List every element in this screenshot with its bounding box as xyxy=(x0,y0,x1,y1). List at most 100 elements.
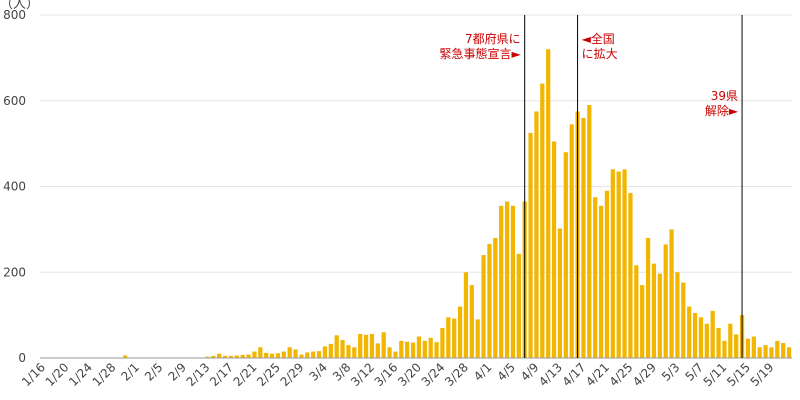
bar xyxy=(669,229,674,358)
x-tick-label: 5/3 xyxy=(659,360,683,384)
bar xyxy=(305,352,310,358)
bar xyxy=(786,347,792,358)
bar xyxy=(281,351,286,358)
bar xyxy=(716,327,721,358)
bar xyxy=(551,141,557,358)
bar xyxy=(434,342,439,358)
bar xyxy=(311,351,316,358)
bar xyxy=(264,352,269,358)
bar xyxy=(598,205,604,358)
bar xyxy=(563,152,568,358)
bar xyxy=(775,340,780,358)
bar xyxy=(234,355,239,358)
gridlines xyxy=(40,14,792,273)
bar xyxy=(293,349,298,358)
event-annotation: 緊急事態宣言► xyxy=(439,46,521,61)
bar xyxy=(604,190,610,358)
x-tick-label: 3/28 xyxy=(442,360,471,389)
bar xyxy=(616,171,621,358)
bar xyxy=(640,285,645,358)
x-tick-label: 2/1 xyxy=(119,360,143,384)
bar xyxy=(534,111,539,358)
bar xyxy=(499,205,504,358)
event-annotation: に拡大 xyxy=(582,47,618,61)
bar xyxy=(240,354,245,358)
x-tick-label: 1/20 xyxy=(43,360,72,389)
bar xyxy=(781,342,786,358)
bar xyxy=(728,323,733,358)
bar xyxy=(363,334,369,358)
bar xyxy=(328,343,333,358)
bar xyxy=(692,312,698,358)
bar xyxy=(769,347,774,358)
bar xyxy=(358,333,363,358)
bar xyxy=(463,272,469,358)
bar xyxy=(504,201,510,358)
bar xyxy=(587,105,592,358)
x-tick-label: 3/4 xyxy=(307,360,331,384)
x-tick-label: 4/29 xyxy=(630,360,659,389)
x-tick-label: 2/5 xyxy=(142,360,166,384)
bar xyxy=(763,345,768,358)
bar xyxy=(516,253,521,358)
x-tick-label: 5/19 xyxy=(748,360,777,389)
x-tick-label: 4/25 xyxy=(607,360,636,389)
bar xyxy=(722,340,727,358)
bar xyxy=(475,319,480,358)
y-tick-label: 800 xyxy=(3,8,26,22)
y-axis-unit-label: （人） xyxy=(0,0,39,12)
bar xyxy=(681,282,686,358)
bar xyxy=(757,347,762,358)
x-tick-label: 2/29 xyxy=(278,360,307,389)
bar xyxy=(569,124,574,358)
bar xyxy=(322,346,328,358)
event-annotation: 7都府県に xyxy=(465,31,521,46)
bar xyxy=(275,353,281,358)
event-annotation: ◄全国 xyxy=(582,31,615,46)
bar xyxy=(387,347,392,358)
bar xyxy=(252,351,257,358)
bar xyxy=(663,244,668,358)
bar xyxy=(657,273,662,358)
bar xyxy=(593,197,598,358)
bar xyxy=(481,255,486,358)
bar xyxy=(399,340,404,358)
x-tick-label: 2/13 xyxy=(184,360,213,389)
bar xyxy=(393,351,398,358)
event-annotation: 解除► xyxy=(705,103,739,118)
x-tick-label: 2/25 xyxy=(254,360,283,389)
bar xyxy=(610,169,615,358)
x-tick-label: 4/1 xyxy=(471,360,495,384)
bar xyxy=(469,285,474,358)
bar xyxy=(751,336,756,358)
bar xyxy=(205,356,210,358)
bar xyxy=(675,272,680,358)
x-tick-label: 2/21 xyxy=(231,360,260,389)
bar xyxy=(346,345,351,358)
bar xyxy=(258,347,263,358)
bar xyxy=(651,263,657,358)
bar xyxy=(299,354,304,358)
y-tick-label: 600 xyxy=(3,94,26,108)
bar xyxy=(493,237,498,358)
x-tick-label: 5/15 xyxy=(724,360,753,389)
x-tick-label: 3/16 xyxy=(372,360,401,389)
bar-series xyxy=(40,49,792,359)
bar xyxy=(123,355,128,358)
x-tick-label: 3/24 xyxy=(419,360,448,389)
bar xyxy=(246,354,251,358)
bar xyxy=(422,340,427,358)
x-tick-label: 1/28 xyxy=(90,360,119,389)
bar xyxy=(704,323,709,358)
bar xyxy=(457,306,463,358)
bar xyxy=(698,317,704,358)
bar xyxy=(634,265,639,358)
bar xyxy=(546,49,551,359)
bar xyxy=(645,237,651,358)
bar xyxy=(381,332,386,358)
x-tick-label: 4/17 xyxy=(560,360,589,389)
x-tick-labels: 1/161/201/241/28 2/1 2/5 2/92/132/172/212/2… xyxy=(19,360,776,389)
bar xyxy=(581,117,586,359)
y-tick-label: 200 xyxy=(3,265,26,279)
